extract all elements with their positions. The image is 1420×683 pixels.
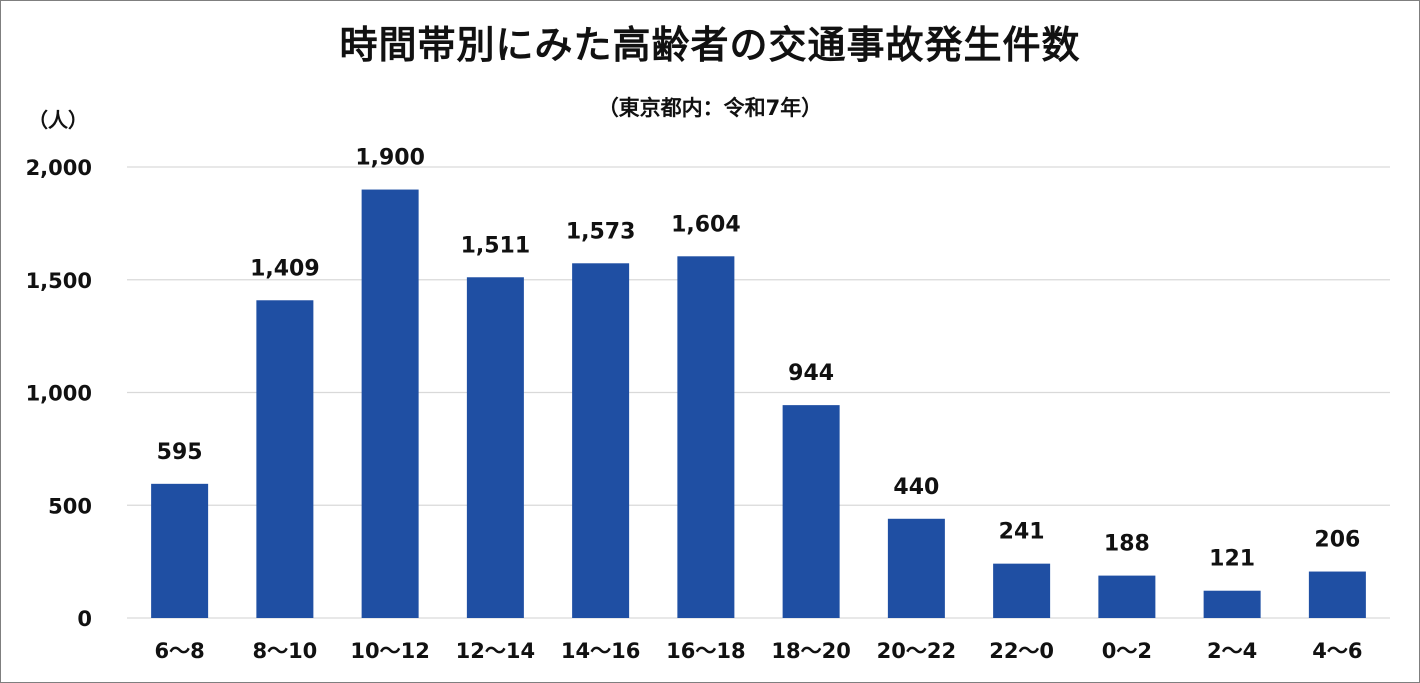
y-tick-label: 1,000 bbox=[26, 382, 92, 406]
bar bbox=[466, 277, 524, 618]
data-label: 1,604 bbox=[671, 212, 741, 237]
y-tick-label: 2,000 bbox=[26, 156, 92, 180]
x-category-label: 14〜16 bbox=[561, 639, 640, 663]
data-label: 595 bbox=[157, 440, 203, 465]
bar bbox=[151, 483, 209, 618]
x-category-label: 4〜6 bbox=[1312, 639, 1362, 663]
chart-subtitle: （東京都内：令和7年） bbox=[597, 96, 823, 120]
y-tick-label: 1,500 bbox=[26, 269, 92, 293]
bar bbox=[572, 263, 630, 618]
x-category-label: 10〜12 bbox=[350, 639, 429, 663]
bar bbox=[782, 405, 840, 618]
gridlines bbox=[127, 166, 1390, 619]
data-labels: 595 1,409 1,900 1,511 1,573 1,604 944 440 241 188… bbox=[157, 146, 1361, 572]
x-category-label: 22〜0 bbox=[989, 639, 1054, 663]
bar bbox=[1098, 575, 1156, 618]
bar bbox=[887, 518, 945, 618]
bar bbox=[1308, 571, 1366, 618]
bar bbox=[256, 300, 314, 618]
x-axis-labels: 6〜8 8〜10 10〜12 12〜14 14〜16 16〜18 18〜20 20〜22 22〜… bbox=[155, 639, 1363, 663]
bar bbox=[361, 189, 419, 619]
y-tick-label: 500 bbox=[48, 494, 92, 518]
data-label: 188 bbox=[1104, 532, 1150, 557]
bars bbox=[151, 189, 1366, 619]
y-axis-ticks: 0 500 1,000 1,500 2,000 bbox=[26, 156, 92, 631]
data-label: 1,511 bbox=[461, 233, 531, 258]
data-label: 121 bbox=[1209, 547, 1255, 572]
data-label: 1,900 bbox=[355, 146, 425, 171]
bar bbox=[1203, 590, 1261, 618]
data-label: 206 bbox=[1314, 528, 1360, 553]
data-label: 241 bbox=[999, 520, 1045, 545]
chart-title: 時間帯別にみた高齢者の交通事故発生件数 bbox=[339, 23, 1081, 67]
data-label: 1,573 bbox=[566, 219, 636, 244]
x-category-label: 6〜8 bbox=[155, 639, 205, 663]
bar bbox=[993, 563, 1051, 618]
data-label: 1,409 bbox=[250, 256, 320, 281]
bar bbox=[677, 256, 735, 618]
data-label: 944 bbox=[788, 361, 834, 386]
x-category-label: 18〜20 bbox=[771, 639, 850, 663]
x-category-label: 0〜2 bbox=[1102, 639, 1152, 663]
x-category-label: 16〜18 bbox=[666, 639, 745, 663]
x-category-label: 20〜22 bbox=[877, 639, 956, 663]
y-tick-label: 0 bbox=[77, 607, 92, 631]
y-axis-unit-label: （人） bbox=[28, 108, 88, 132]
data-label: 440 bbox=[893, 475, 939, 500]
x-category-label: 2〜4 bbox=[1207, 639, 1257, 663]
x-category-label: 12〜14 bbox=[456, 639, 535, 663]
x-category-label: 8〜10 bbox=[252, 639, 317, 663]
